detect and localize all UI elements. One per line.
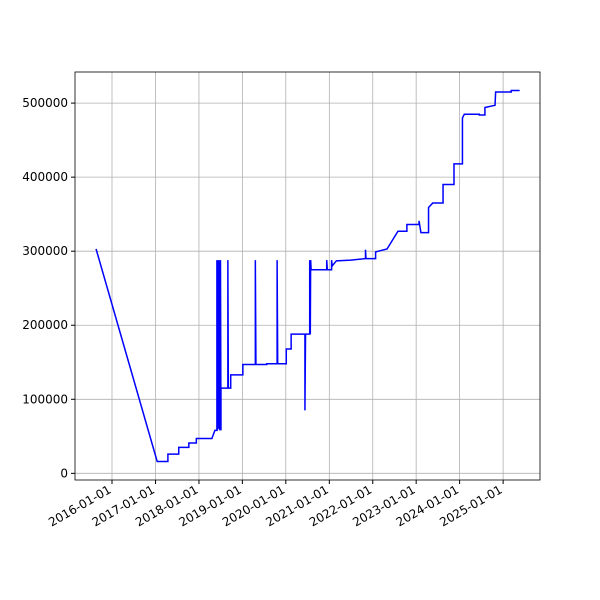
- y-tick-label: 500000: [22, 96, 68, 110]
- y-tick-label: 300000: [22, 244, 68, 258]
- plot-frame: [74, 71, 541, 481]
- data-line: [95, 89, 520, 463]
- y-tick-label: 100000: [22, 392, 68, 406]
- y-tick-label: 0: [60, 466, 68, 480]
- y-tick-label: 200000: [22, 318, 68, 332]
- y-tick-label: 400000: [22, 170, 68, 184]
